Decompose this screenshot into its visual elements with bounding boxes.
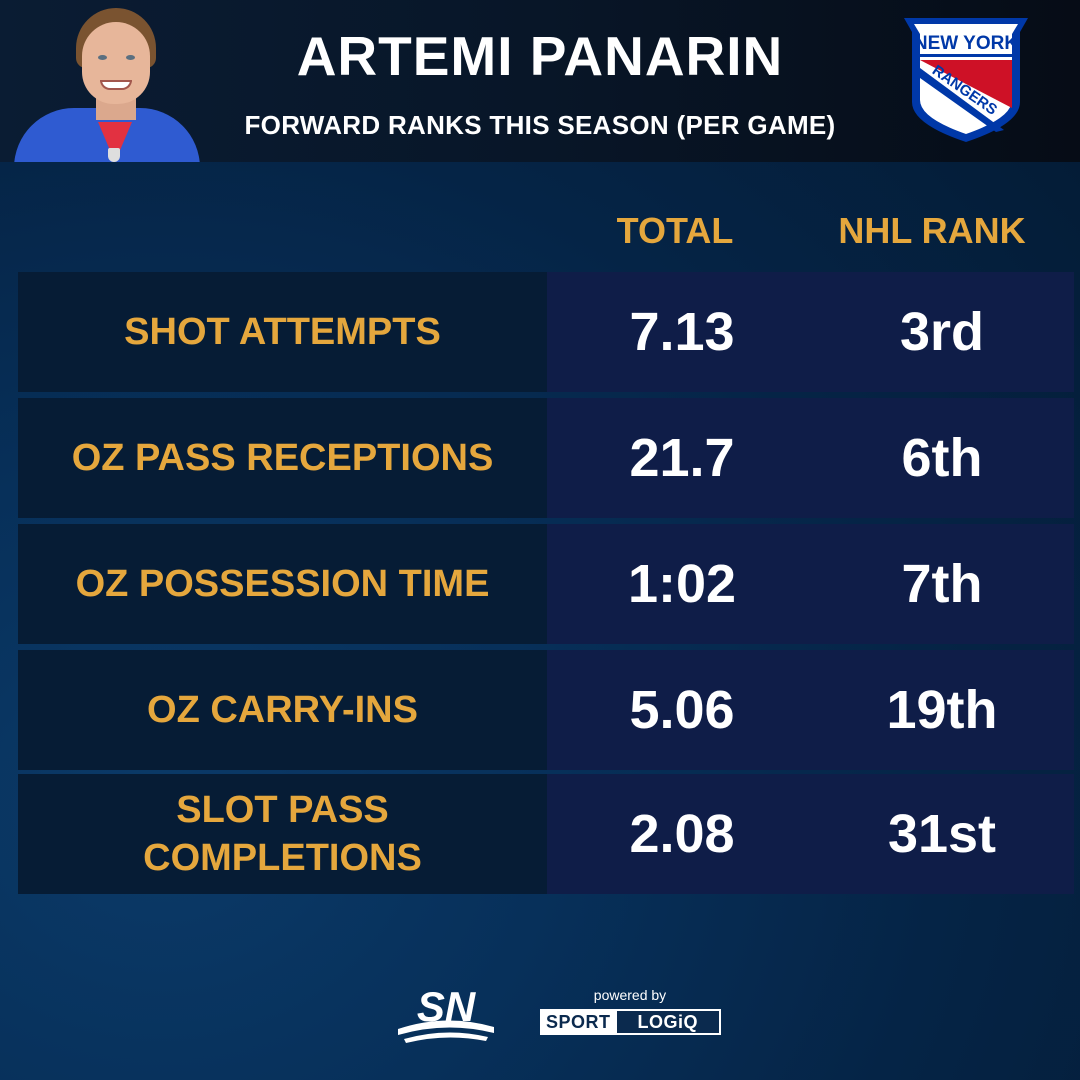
stat-values: 7.13 3rd [547,272,1074,392]
stat-rank: 6th [901,428,983,488]
stat-total: 7.13 [629,302,735,362]
stat-rank: 3rd [899,302,985,362]
stat-total: 1:02 [627,554,737,614]
stat-rank: 7th [901,554,983,614]
nhl-shield-icon [108,148,120,162]
stat-row-slot-pass-completions: SLOT PASS COMPLETIONS 2.08 31st [18,774,1074,894]
sportsnet-logo-icon: SN [398,983,494,1043]
stat-rank: 19th [886,680,998,740]
column-header-total: TOTAL [616,210,734,251]
stat-row-oz-carry-ins: OZ CARRY-INS 5.06 19th [18,650,1074,770]
stat-row-oz-pass-receptions: OZ PASS RECEPTIONS 21.7 6th [18,398,1074,518]
stat-label: SLOT PASS COMPLETIONS [18,774,547,894]
eye-icon [126,55,135,60]
stat-label: OZ POSSESSION TIME [18,524,547,644]
stat-row-shot-attempts: SHOT ATTEMPTS 7.13 3rd [18,272,1074,392]
svg-text:NEW YORK: NEW YORK [914,33,1018,54]
stat-values: 5.06 19th [547,650,1074,770]
stat-total: 21.7 [629,428,735,488]
smile-shape [100,80,132,90]
page-title: ARTEMI PANARIN [296,25,784,87]
stat-rank: 31st [887,804,997,864]
page-subtitle: FORWARD RANKS THIS SEASON (PER GAME) [244,110,836,140]
column-header-nhl-rank: NHL RANK [838,210,1026,251]
stat-total: 2.08 [629,804,735,864]
sportlogiq-sport-text: SPORT [546,1011,611,1032]
stat-values: 1:02 7th [547,524,1074,644]
stat-label: OZ PASS RECEPTIONS [18,398,547,518]
rangers-logo-icon: NEW YORK RANGERS [904,18,1028,142]
powered-by-text: powered by [593,987,667,1003]
header: ARTEMI PANARIN FORWARD RANKS THIS SEASON… [0,0,1080,162]
sportlogiq-logiq-text: LOGiQ [616,1011,719,1033]
stat-label: SHOT ATTEMPTS [18,272,547,392]
stat-values: 2.08 31st [547,774,1074,894]
footer: SN powered by SPORT LOGiQ [0,975,1080,1055]
stat-values: 21.7 6th [547,398,1074,518]
stat-row-oz-possession-time: OZ POSSESSION TIME 1:02 7th [18,524,1074,644]
player-photo [14,0,200,162]
sportlogiq-logo: SPORT LOGiQ [540,1009,721,1035]
stat-total: 5.06 [629,680,735,740]
face-shape [82,22,150,104]
eye-icon [98,55,107,60]
stat-label: OZ CARRY-INS [18,650,547,770]
